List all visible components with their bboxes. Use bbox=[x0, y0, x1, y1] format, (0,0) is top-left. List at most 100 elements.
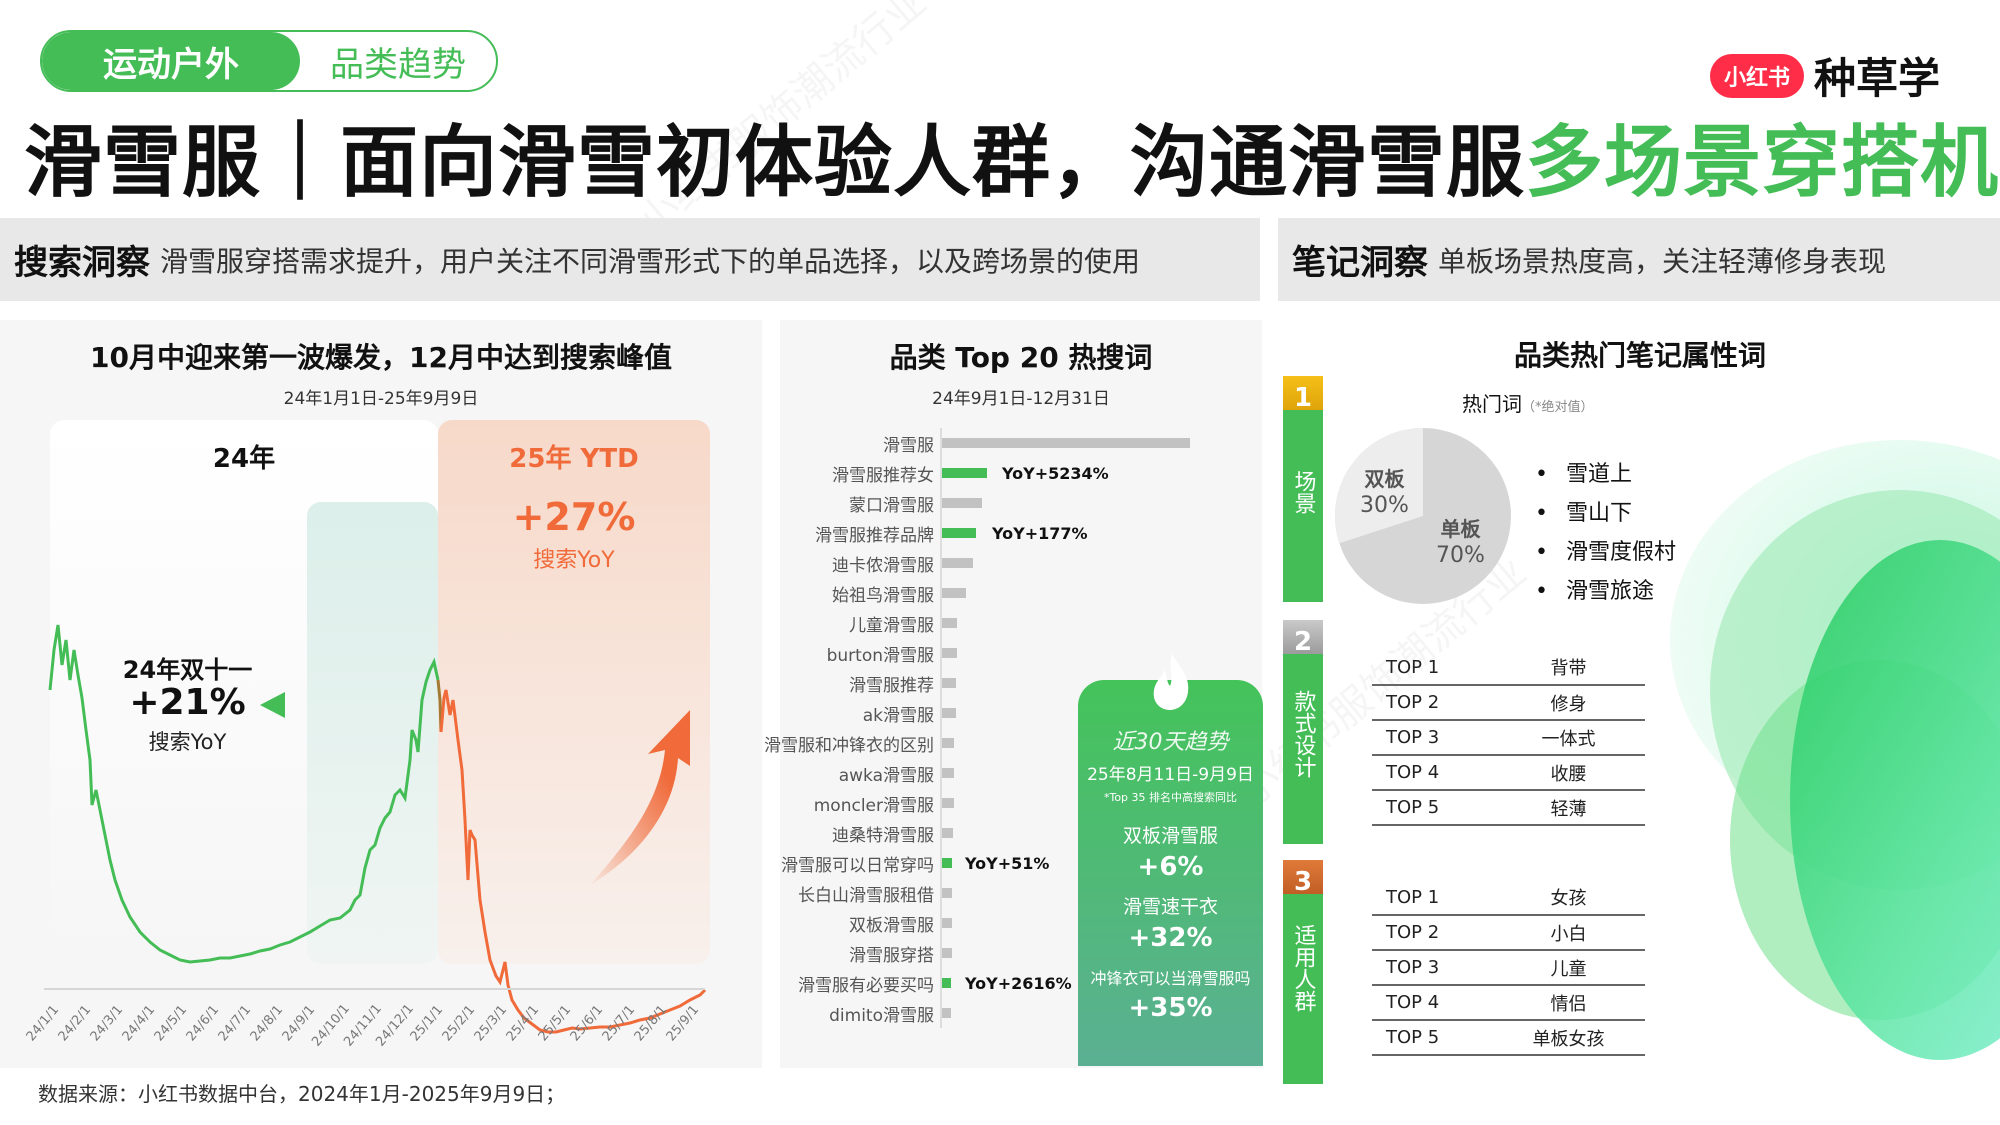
yoy-label: YoY+2616% bbox=[965, 973, 1072, 993]
pie-label-snowboard: 单板 70% bbox=[1436, 517, 1485, 568]
x-tick: 25/2/1 bbox=[439, 1002, 479, 1045]
pointer-triangle-icon bbox=[260, 692, 285, 718]
x-tick: 24/8/1 bbox=[247, 1002, 287, 1045]
table-row: TOP 4 情侣 bbox=[1372, 985, 1645, 1021]
bar bbox=[942, 468, 987, 478]
note-insight-label: 笔记洞察 bbox=[1292, 243, 1428, 283]
rank: TOP 4 bbox=[1372, 755, 1492, 791]
hot-words-title: 热门词（*绝对值） bbox=[1462, 388, 1594, 417]
table-row: TOP 4 收腰 bbox=[1372, 755, 1645, 791]
rank: TOP 3 bbox=[1372, 950, 1492, 986]
double11-title: 24年双十一 bbox=[122, 656, 253, 684]
attribute: 儿童 bbox=[1492, 950, 1645, 986]
bar-row: burton滑雪服 bbox=[780, 640, 1262, 666]
section-label-text: 适用人群 bbox=[1290, 924, 1316, 1012]
rank: TOP 2 bbox=[1372, 915, 1492, 951]
bar bbox=[942, 888, 952, 898]
attr-panel-title: 品类热门笔记属性词 bbox=[1513, 339, 1766, 372]
trend-keyword: 双板滑雪服 bbox=[1122, 825, 1218, 847]
bar-row: 滑雪服穿搭 bbox=[780, 940, 1262, 966]
table-row: TOP 2 修身 bbox=[1372, 685, 1645, 721]
bar-label: dimito滑雪服 bbox=[829, 1005, 934, 1026]
attribute: 女孩 bbox=[1492, 880, 1645, 916]
hot-words-label: 热门词 bbox=[1462, 392, 1522, 416]
bar bbox=[942, 828, 953, 838]
bar-label: 长白山滑雪服租借 bbox=[798, 885, 934, 906]
ytd-yoy-label: 搜索YoY bbox=[533, 548, 615, 573]
attribute: 单板女孩 bbox=[1492, 1020, 1645, 1056]
bar-row: 始祖鸟滑雪服 bbox=[780, 580, 1262, 606]
bar bbox=[942, 618, 957, 628]
attribute: 背带 bbox=[1492, 650, 1645, 686]
bar-row: 滑雪服 bbox=[780, 430, 1262, 456]
bar-chart-subtitle: 24年9月1日-12月31日 bbox=[932, 389, 1110, 409]
bar bbox=[942, 528, 976, 538]
bar bbox=[942, 498, 982, 508]
hot-word-list: 雪道上 雪山下 滑雪度假村 滑雪旅途 bbox=[1535, 456, 1676, 612]
table-row: TOP 1 背带 bbox=[1372, 650, 1645, 686]
search-insight-label: 搜索洞察 bbox=[14, 243, 150, 283]
hot-word-item: 雪山下 bbox=[1535, 495, 1676, 527]
section-label-audience: 适用人群 bbox=[1283, 894, 1323, 1084]
x-tick: 24/5/1 bbox=[151, 1002, 191, 1045]
x-tick: 24/7/1 bbox=[215, 1002, 255, 1045]
label-2024: 24年 bbox=[212, 444, 276, 474]
bar-label: 蒙口滑雪服 bbox=[849, 495, 934, 516]
pie-chart bbox=[1334, 428, 1511, 604]
bar-label: 滑雪服可以日常穿吗 bbox=[781, 855, 934, 876]
bar-label: 滑雪服推荐 bbox=[849, 675, 934, 696]
bar-label: 双板滑雪服 bbox=[849, 915, 934, 936]
x-tick: 25/8/1 bbox=[631, 1002, 671, 1045]
x-tick: 24/2/1 bbox=[55, 1002, 95, 1045]
bar bbox=[942, 558, 973, 568]
trend-value: +32% bbox=[1128, 923, 1213, 953]
rank: TOP 3 bbox=[1372, 720, 1492, 756]
attribute: 修身 bbox=[1492, 685, 1645, 721]
bar-row: 滑雪服有必要买吗 YoY+2616% bbox=[780, 970, 1262, 996]
search-insight-text: 滑雪服穿搭需求提升，用户关注不同滑雪形式下的单品选择，以及跨场景的使用 bbox=[160, 244, 1141, 278]
trend-note: *Top 35 排名中高搜索同比 bbox=[1103, 791, 1238, 804]
rank: TOP 1 bbox=[1372, 880, 1492, 916]
bar-row: ak滑雪服 bbox=[780, 700, 1262, 726]
bar-label: 儿童滑雪服 bbox=[849, 615, 934, 636]
table-row: TOP 5 轻薄 bbox=[1372, 790, 1645, 826]
attribute: 轻薄 bbox=[1492, 790, 1645, 826]
bar-label: burton滑雪服 bbox=[826, 645, 934, 666]
bar-row: awka滑雪服 bbox=[780, 760, 1262, 786]
bar-label: 滑雪服 bbox=[883, 435, 934, 456]
label-2025-ytd: 25年 YTD bbox=[509, 444, 639, 474]
bar bbox=[942, 1008, 951, 1018]
bar bbox=[942, 918, 952, 928]
pie-label-ski: 双板 30% bbox=[1360, 467, 1409, 518]
bar-row: moncler滑雪服 bbox=[780, 790, 1262, 816]
yoy-label: YoY+51% bbox=[965, 853, 1050, 873]
x-tick: 25/7/1 bbox=[599, 1002, 639, 1045]
bar bbox=[942, 438, 1190, 448]
bar bbox=[942, 708, 956, 718]
attribute: 收腰 bbox=[1492, 755, 1645, 791]
bar-row: 双板滑雪服 bbox=[780, 910, 1262, 936]
bar-row: 儿童滑雪服 bbox=[780, 610, 1262, 636]
highlight-double11-window bbox=[307, 502, 438, 964]
bar-row: 滑雪服推荐女 YoY+5234% bbox=[780, 460, 1262, 486]
x-tick: 24/1/1 bbox=[23, 1002, 63, 1045]
bar bbox=[942, 678, 956, 688]
page-title: 滑雪服｜面向滑雪初体验人群，沟通滑雪服多场景穿搭机会 bbox=[24, 100, 2000, 212]
bar-row: 长白山滑雪服租借 bbox=[780, 880, 1262, 906]
bar-label: 始祖鸟滑雪服 bbox=[832, 585, 934, 606]
x-axis-ticks: 24/1/1 24/2/1 24/3/1 24/4/1 24/5/1 24/6/… bbox=[20, 996, 740, 1056]
bar bbox=[942, 948, 952, 958]
bar-list: 滑雪服 滑雪服推荐女 YoY+5234% 蒙口滑雪服 滑雪服推荐品牌 YoY+177… bbox=[764, 430, 1262, 1030]
line-chart-plot bbox=[44, 624, 707, 1034]
category-tag: 运动户外 品类趋势 bbox=[40, 30, 498, 92]
line-chart-panel: 10月中迎来第一波爆发，12月中达到搜索峰值 24年1月1日-25年9月9日 2… bbox=[0, 320, 762, 1068]
title-highlight: 多场景穿搭机会 bbox=[1525, 118, 2000, 208]
rank: TOP 5 bbox=[1372, 1020, 1492, 1056]
bar-label: 迪卡侬滑雪服 bbox=[832, 555, 934, 576]
brand-logo: 小红书 种草学 bbox=[1710, 45, 1940, 106]
trend-title: 近30天趋势 bbox=[1112, 730, 1229, 755]
pie-label: 双板 bbox=[1364, 467, 1405, 491]
ytd-yoy-value: +27% bbox=[512, 495, 636, 539]
x-tick: 25/6/1 bbox=[567, 1002, 607, 1045]
bar-row: 滑雪服推荐 bbox=[780, 670, 1262, 696]
